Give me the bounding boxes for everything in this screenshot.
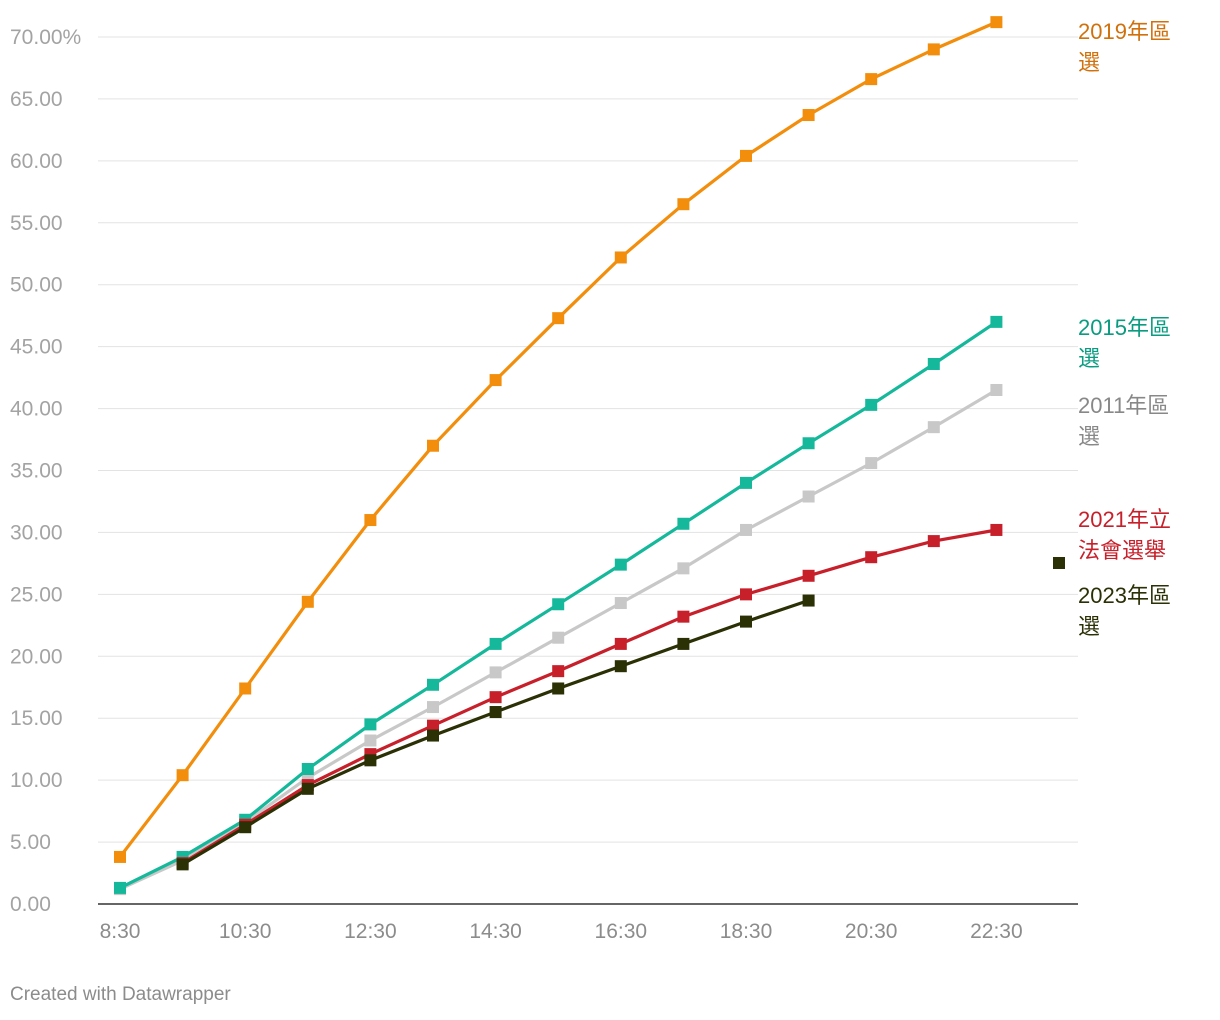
series-point bbox=[614, 637, 627, 650]
series-point bbox=[552, 682, 565, 695]
series-point bbox=[301, 762, 314, 775]
series-label-2011: 2011年區選 bbox=[1078, 393, 1170, 449]
series-point bbox=[677, 562, 690, 575]
series-point bbox=[552, 631, 565, 644]
y-tick-label: 15.00 bbox=[10, 707, 63, 730]
series-point bbox=[865, 551, 878, 564]
series-point bbox=[740, 615, 752, 628]
series-point bbox=[740, 149, 752, 162]
x-tick-label: 20:30 bbox=[845, 920, 898, 943]
series-point bbox=[489, 374, 502, 387]
y-tick-label: 35.00 bbox=[10, 460, 63, 483]
series-point bbox=[114, 850, 126, 863]
series-point bbox=[364, 718, 377, 731]
series-point bbox=[427, 678, 439, 691]
series-label-2015: 2015年區選 bbox=[1078, 315, 1171, 371]
series-point bbox=[865, 73, 878, 86]
series-point bbox=[552, 312, 565, 325]
y-tick-label: 60.00 bbox=[10, 150, 63, 173]
series-point bbox=[927, 421, 940, 434]
series-point bbox=[301, 595, 314, 608]
series-point bbox=[802, 109, 815, 122]
series-point bbox=[990, 523, 1003, 536]
series-point bbox=[239, 821, 252, 834]
series-point bbox=[614, 660, 627, 673]
y-tick-label: 45.00 bbox=[10, 336, 63, 359]
series-point bbox=[364, 754, 377, 767]
series-point bbox=[677, 610, 690, 623]
series-point bbox=[239, 682, 252, 695]
series-point bbox=[489, 637, 502, 650]
series-label-2021: 2021年立法會選舉 bbox=[1078, 507, 1171, 563]
series-point bbox=[489, 706, 502, 719]
series-point bbox=[990, 383, 1003, 396]
series-point bbox=[552, 598, 565, 611]
y-tick-label: 0.00 bbox=[10, 893, 51, 916]
series-point bbox=[552, 665, 565, 678]
series-line bbox=[118, 20, 998, 859]
x-tick-label: 8:30 bbox=[100, 920, 141, 943]
x-tick-label: 14:30 bbox=[469, 920, 522, 943]
x-tick-label: 16:30 bbox=[595, 920, 648, 943]
x-tick-label: 12:30 bbox=[344, 920, 397, 943]
x-tick-label: 18:30 bbox=[720, 920, 773, 943]
series-point bbox=[927, 535, 940, 548]
series-point bbox=[740, 476, 752, 489]
series-point bbox=[927, 357, 940, 370]
series-point bbox=[740, 523, 752, 536]
series-point bbox=[489, 691, 502, 704]
x-tick-label: 10:30 bbox=[219, 920, 272, 943]
y-tick-label: 5.00 bbox=[10, 831, 51, 854]
series-point bbox=[927, 43, 940, 56]
series-point bbox=[364, 734, 377, 747]
series-point bbox=[740, 588, 752, 601]
y-tick-label: 10.00 bbox=[10, 769, 63, 792]
series-point bbox=[427, 729, 439, 742]
x-tick-label: 22:30 bbox=[970, 920, 1023, 943]
y-tick-label: 70.00% bbox=[10, 26, 81, 49]
series-point bbox=[614, 597, 627, 610]
series-point bbox=[176, 858, 189, 871]
series-point bbox=[427, 701, 439, 714]
series-point bbox=[990, 16, 1003, 29]
series-point bbox=[489, 666, 502, 679]
series-point bbox=[677, 517, 690, 530]
y-tick-label: 50.00 bbox=[10, 274, 63, 297]
y-tick-label: 30.00 bbox=[10, 521, 63, 544]
series-point bbox=[427, 719, 439, 732]
series-point bbox=[802, 437, 815, 450]
series-point bbox=[802, 569, 815, 582]
series-point bbox=[364, 514, 377, 527]
y-tick-label: 55.00 bbox=[10, 212, 63, 235]
series-point bbox=[427, 439, 439, 452]
credit-text: Created with Datawrapper bbox=[10, 984, 231, 1005]
series-point bbox=[614, 558, 627, 571]
series-point bbox=[301, 782, 314, 795]
y-tick-label: 25.00 bbox=[10, 583, 63, 606]
series-point bbox=[614, 251, 627, 264]
series-label-2019: 2019年區選 bbox=[1078, 19, 1171, 75]
y-tick-label: 40.00 bbox=[10, 398, 63, 421]
series-point bbox=[865, 457, 878, 470]
series-label-2023: 2023年區選 bbox=[1078, 583, 1171, 639]
series-point bbox=[865, 398, 878, 411]
series-point bbox=[802, 594, 815, 607]
series-point bbox=[990, 315, 1003, 328]
series-point bbox=[176, 769, 189, 782]
series-point bbox=[114, 881, 126, 894]
series-point bbox=[677, 637, 690, 650]
series-point bbox=[802, 490, 815, 503]
y-tick-label: 65.00 bbox=[10, 88, 63, 111]
y-tick-label: 20.00 bbox=[10, 645, 63, 668]
series-marker-2023 bbox=[1053, 557, 1065, 569]
series-line bbox=[181, 528, 998, 865]
series-point bbox=[677, 198, 690, 211]
